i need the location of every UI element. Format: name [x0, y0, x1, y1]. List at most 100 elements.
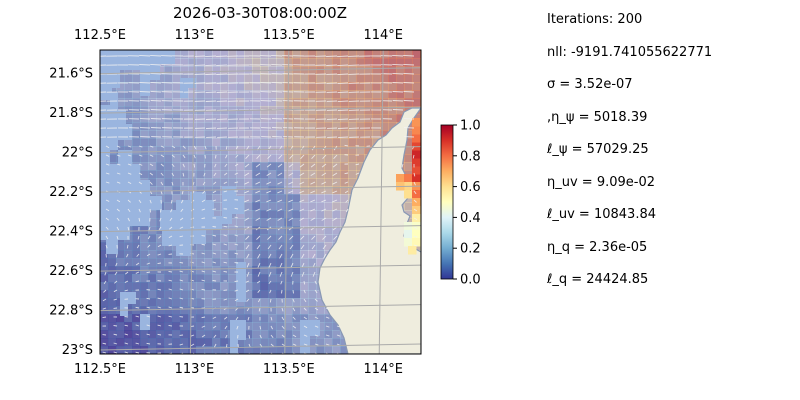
heatmap-cell [252, 98, 261, 107]
heatmap-cell [316, 234, 325, 243]
heatmap-cell [412, 90, 421, 99]
heatmap-cell [148, 330, 157, 339]
heatmap-cell [396, 174, 405, 183]
velocity-vector [277, 163, 283, 168]
heatmap-cell [292, 50, 301, 59]
heatmap-cell [172, 266, 181, 275]
velocity-vector [271, 64, 283, 66]
heatmap-cell [132, 66, 141, 75]
velocity-vector [269, 298, 272, 303]
heatmap-cell [228, 162, 237, 171]
velocity-vector [310, 208, 316, 212]
heatmap-cell [124, 258, 133, 267]
velocity-vector [193, 163, 196, 168]
velocity-vector [270, 316, 273, 321]
x-tick-label-top: 113°E [175, 28, 215, 43]
heatmap-cell [132, 298, 141, 307]
heatmap-cell [268, 258, 277, 267]
heatmap-cell [220, 226, 229, 235]
velocity-vector [244, 217, 250, 221]
velocity-vector [314, 307, 319, 311]
velocity-vector [205, 55, 217, 57]
heatmap-cell [148, 146, 157, 155]
heatmap-cell [308, 242, 317, 251]
velocity-vector [201, 334, 206, 338]
heatmap-cell [236, 338, 245, 347]
heatmap-cell [204, 74, 213, 83]
velocity-vector [212, 316, 217, 319]
heatmap-cell [276, 210, 285, 219]
heatmap-cell [268, 330, 277, 339]
velocity-vector [157, 315, 162, 318]
heatmap-cell [212, 210, 221, 219]
velocity-vector [149, 181, 153, 185]
heatmap-cell [252, 82, 261, 91]
velocity-vector [212, 279, 217, 282]
velocity-vector [303, 343, 308, 346]
heatmap-cell [108, 338, 117, 347]
velocity-vector [403, 64, 415, 66]
heatmap-cell [276, 90, 285, 99]
heatmap-cell [180, 154, 189, 163]
heatmap-cell [404, 230, 413, 239]
heatmap-cell [172, 74, 181, 83]
velocity-vector [223, 181, 228, 184]
heatmap-cell [164, 322, 173, 331]
velocity-vector [135, 351, 140, 354]
heatmap-cell [284, 210, 293, 219]
heatmap-cell [140, 154, 149, 163]
heatmap-cell [220, 138, 229, 147]
velocity-vector [236, 325, 239, 330]
heatmap-cell [340, 338, 349, 347]
heatmap-cell [236, 130, 245, 139]
heatmap-cell [228, 210, 237, 219]
heatmap-cell [244, 290, 253, 299]
heatmap-cell [124, 74, 133, 83]
heatmap-cell [348, 170, 357, 179]
velocity-vector [171, 145, 176, 149]
velocity-vector [105, 244, 108, 249]
velocity-vector [292, 343, 297, 346]
velocity-vector [288, 199, 294, 203]
heatmap-cell [180, 50, 189, 59]
velocity-vector [268, 271, 272, 277]
heatmap-cell [268, 234, 277, 243]
velocity-vector [171, 154, 175, 158]
heatmap-cell [300, 242, 309, 251]
heatmap-cell [348, 178, 357, 187]
heatmap-cell [284, 258, 293, 267]
heatmap-cell [292, 290, 301, 299]
heatmap-cell [260, 218, 269, 227]
heatmap-cell [228, 122, 237, 131]
heatmap-cell [236, 306, 245, 315]
velocity-vector [392, 64, 404, 66]
velocity-vector [234, 163, 239, 167]
heatmap-cell [396, 66, 405, 75]
heatmap-cell [364, 90, 373, 99]
velocity-vector [234, 216, 239, 219]
velocity-vector [192, 352, 195, 354]
heatmap-cell [180, 194, 189, 203]
heatmap-cell [404, 66, 413, 75]
heatmap-cell [252, 154, 261, 163]
heatmap-cell [284, 218, 293, 227]
heatmap-cell [228, 258, 237, 267]
velocity-vector [171, 181, 174, 186]
heatmap-cell [348, 90, 357, 99]
heatmap-cell [316, 202, 325, 211]
heatmap-cell [164, 274, 173, 283]
heatmap-cell [212, 258, 221, 267]
heatmap-cell [308, 226, 317, 235]
velocity-vector [234, 225, 239, 228]
heatmap-cell [172, 82, 181, 91]
heatmap-cell [164, 202, 173, 211]
heatmap-cell [268, 138, 277, 147]
heatmap-cell [324, 82, 333, 91]
heatmap-cell [292, 82, 301, 91]
heatmap-cell [340, 58, 349, 67]
heatmap-cell [292, 162, 301, 171]
heatmap-cell [228, 154, 237, 163]
heatmap-cell [276, 258, 285, 267]
heatmap-cell [340, 346, 349, 354]
